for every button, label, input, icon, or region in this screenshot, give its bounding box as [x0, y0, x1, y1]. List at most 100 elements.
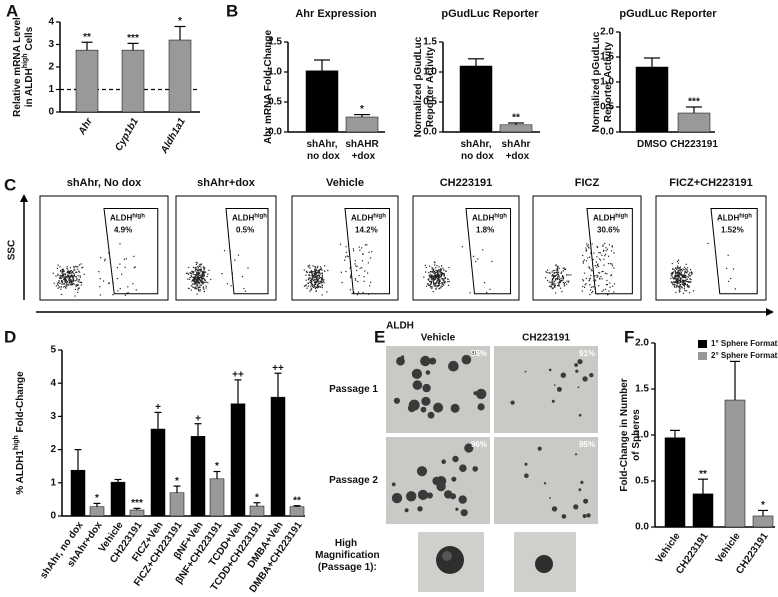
event-dot [315, 280, 317, 283]
event-dot [199, 263, 201, 265]
event-dot [585, 260, 587, 262]
event-dot [200, 280, 202, 282]
event-dot [555, 279, 557, 281]
bar [169, 492, 185, 517]
bar [305, 70, 339, 133]
event-dot [356, 265, 358, 267]
event-dot [684, 280, 686, 282]
event-dot [196, 268, 198, 270]
event-dot [550, 281, 552, 283]
event-dot [428, 278, 430, 280]
y-tick-label: 1.5 [268, 37, 282, 48]
event-dot [559, 287, 562, 289]
event-dot [558, 267, 560, 270]
event-dot [319, 281, 321, 283]
y-tick-label: 2.0 [600, 27, 614, 38]
event-dot [687, 285, 690, 287]
event-dot [608, 244, 610, 246]
sphere [578, 488, 582, 492]
event-dot [673, 283, 675, 286]
event-dot [60, 286, 62, 288]
gate-label-text: ALDH [110, 214, 132, 223]
event-dot [445, 277, 447, 279]
event-dot [671, 263, 673, 265]
event-dot [316, 277, 318, 280]
event-dot [66, 282, 68, 284]
event-dot [555, 274, 557, 276]
micrograph [494, 346, 598, 433]
event-dot [320, 280, 322, 283]
event-dot [445, 270, 447, 272]
event-dot [308, 266, 310, 268]
event-dot [321, 294, 323, 296]
event-dot [433, 279, 435, 281]
sphere [412, 380, 423, 390]
event-dot [306, 271, 308, 273]
bar [345, 116, 379, 133]
event-dot [444, 281, 446, 283]
event-dot [316, 267, 318, 269]
bar [110, 481, 126, 517]
event-dot [554, 284, 556, 286]
event-dot [135, 289, 137, 291]
event-dot [678, 276, 680, 278]
event-dot [61, 270, 63, 272]
event-dot [58, 286, 60, 288]
significance-label: * [95, 493, 99, 504]
error-bar [293, 505, 301, 507]
sphere [426, 492, 433, 499]
event-dot [423, 276, 425, 278]
event-cloud [185, 250, 249, 295]
event-dot [586, 243, 588, 245]
event-dot [685, 280, 687, 282]
event-dot [443, 274, 445, 276]
event-dot [367, 272, 369, 274]
event-dot [431, 271, 433, 273]
event-dot [193, 271, 195, 273]
event-dot [557, 276, 559, 278]
event-dot [64, 279, 66, 281]
y-tick-label: 0.0 [635, 522, 649, 533]
sphere [461, 354, 472, 365]
event-dot [195, 278, 197, 280]
event-dot [593, 252, 595, 254]
event-dot [432, 290, 434, 293]
event-dot [353, 250, 355, 252]
event-dot [210, 278, 212, 281]
event-dot [314, 269, 316, 271]
y-tick-label: 0.0 [600, 127, 614, 138]
event-dot [78, 278, 80, 281]
event-dot [678, 271, 680, 273]
event-dot [562, 267, 564, 269]
event-dot [362, 291, 364, 294]
event-dot [60, 288, 62, 290]
y-tick-label: 1.0 [268, 67, 282, 78]
event-dot [314, 274, 316, 276]
event-dot [590, 289, 592, 291]
event-dot [56, 283, 59, 285]
event-dot [674, 271, 676, 273]
event-dot [439, 280, 441, 282]
event-dot [684, 282, 687, 284]
event-dot [597, 263, 599, 265]
event-dot [606, 273, 608, 275]
event-dot [596, 274, 598, 276]
event-dot [197, 270, 199, 272]
event-dot [598, 258, 601, 260]
event-dot [67, 270, 69, 272]
event-dot [609, 286, 611, 288]
event-dot [64, 277, 66, 279]
x-tick-label: shAhr, no dox [458, 139, 494, 162]
event-dot [437, 273, 440, 275]
gate-label-text: ALDH [472, 214, 494, 223]
event-dot [678, 289, 680, 291]
sphere [422, 383, 431, 393]
event-dot [672, 271, 674, 273]
x-tick-label: shAhr, no dox [304, 139, 340, 162]
event-dot [436, 276, 438, 278]
event-dot [199, 269, 201, 271]
event-dot [61, 279, 63, 282]
event-dot [605, 247, 607, 249]
event-dot [318, 275, 320, 277]
panel-letter: A [6, 1, 18, 20]
